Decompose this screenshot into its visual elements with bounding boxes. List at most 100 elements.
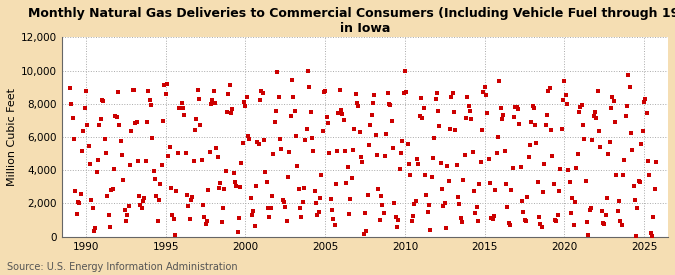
Point <box>636 142 647 146</box>
Point <box>456 216 466 220</box>
Point <box>72 212 82 217</box>
Point <box>294 205 305 210</box>
Point <box>615 219 626 223</box>
Point <box>332 148 343 153</box>
Point <box>180 151 191 155</box>
Point <box>243 134 254 138</box>
Point <box>555 167 566 172</box>
Point <box>372 153 383 158</box>
Point <box>205 150 215 155</box>
Point <box>84 161 95 166</box>
Point <box>124 163 135 167</box>
Point <box>382 91 393 95</box>
Point <box>554 189 564 193</box>
Point <box>317 128 328 133</box>
Point <box>368 101 379 105</box>
Point <box>164 145 175 150</box>
Point <box>107 186 118 191</box>
Point <box>153 219 163 223</box>
Point <box>249 224 260 228</box>
Point <box>154 198 165 202</box>
Point <box>405 173 416 177</box>
Point <box>483 157 494 161</box>
Point <box>328 217 339 222</box>
Point <box>580 179 591 184</box>
Point <box>448 90 458 95</box>
Point <box>319 90 329 95</box>
Point <box>454 202 465 206</box>
Point <box>77 148 88 153</box>
Point <box>610 120 620 124</box>
Point <box>213 186 224 190</box>
Point <box>481 93 491 98</box>
Point <box>99 137 110 141</box>
Point <box>199 214 210 219</box>
Point <box>252 140 263 144</box>
Point <box>400 68 410 73</box>
Point <box>92 158 103 162</box>
Point <box>458 178 469 182</box>
Point <box>220 168 231 173</box>
Point <box>235 185 246 189</box>
Point <box>402 142 413 147</box>
Point <box>643 159 653 163</box>
Point <box>268 152 279 156</box>
Point <box>545 128 556 133</box>
Point <box>321 115 332 119</box>
Point <box>263 206 273 210</box>
Point <box>568 222 579 227</box>
Point <box>452 163 462 167</box>
Point <box>310 201 321 205</box>
Point <box>426 174 437 179</box>
Point <box>94 122 105 127</box>
Point <box>187 194 198 199</box>
Point <box>427 156 438 161</box>
Point <box>242 95 252 99</box>
Point <box>118 178 129 182</box>
Point <box>360 210 371 215</box>
Point <box>161 92 171 97</box>
Point <box>127 88 138 92</box>
Point <box>379 153 390 158</box>
Point <box>277 198 288 202</box>
Point <box>105 225 115 229</box>
Point <box>246 196 256 200</box>
Point <box>244 137 255 141</box>
Point <box>467 150 478 154</box>
Point <box>113 89 124 94</box>
Point <box>603 152 614 156</box>
Point <box>91 169 102 174</box>
Point <box>593 129 604 133</box>
Point <box>386 119 397 123</box>
Point <box>475 160 486 164</box>
Point <box>637 129 648 133</box>
Point <box>477 128 487 133</box>
Point <box>225 111 236 115</box>
Point <box>457 219 468 224</box>
Point <box>315 196 325 200</box>
Point <box>453 195 464 200</box>
Point <box>518 210 529 214</box>
Point <box>579 137 590 141</box>
Point <box>435 161 446 166</box>
Point <box>563 167 574 172</box>
Point <box>373 186 384 191</box>
Point <box>302 68 313 73</box>
Point <box>507 166 518 170</box>
Point <box>265 205 276 210</box>
Point <box>207 98 217 103</box>
Point <box>217 206 228 210</box>
Point <box>604 140 615 144</box>
Point <box>110 114 121 118</box>
Point <box>172 151 183 155</box>
Point <box>120 219 131 224</box>
Point <box>140 158 151 163</box>
Point <box>280 204 291 209</box>
Point <box>353 103 364 108</box>
Point <box>385 103 396 107</box>
Point <box>383 102 394 106</box>
Point <box>356 154 367 159</box>
Point <box>131 120 142 124</box>
Point <box>66 102 77 106</box>
Point <box>163 154 173 158</box>
